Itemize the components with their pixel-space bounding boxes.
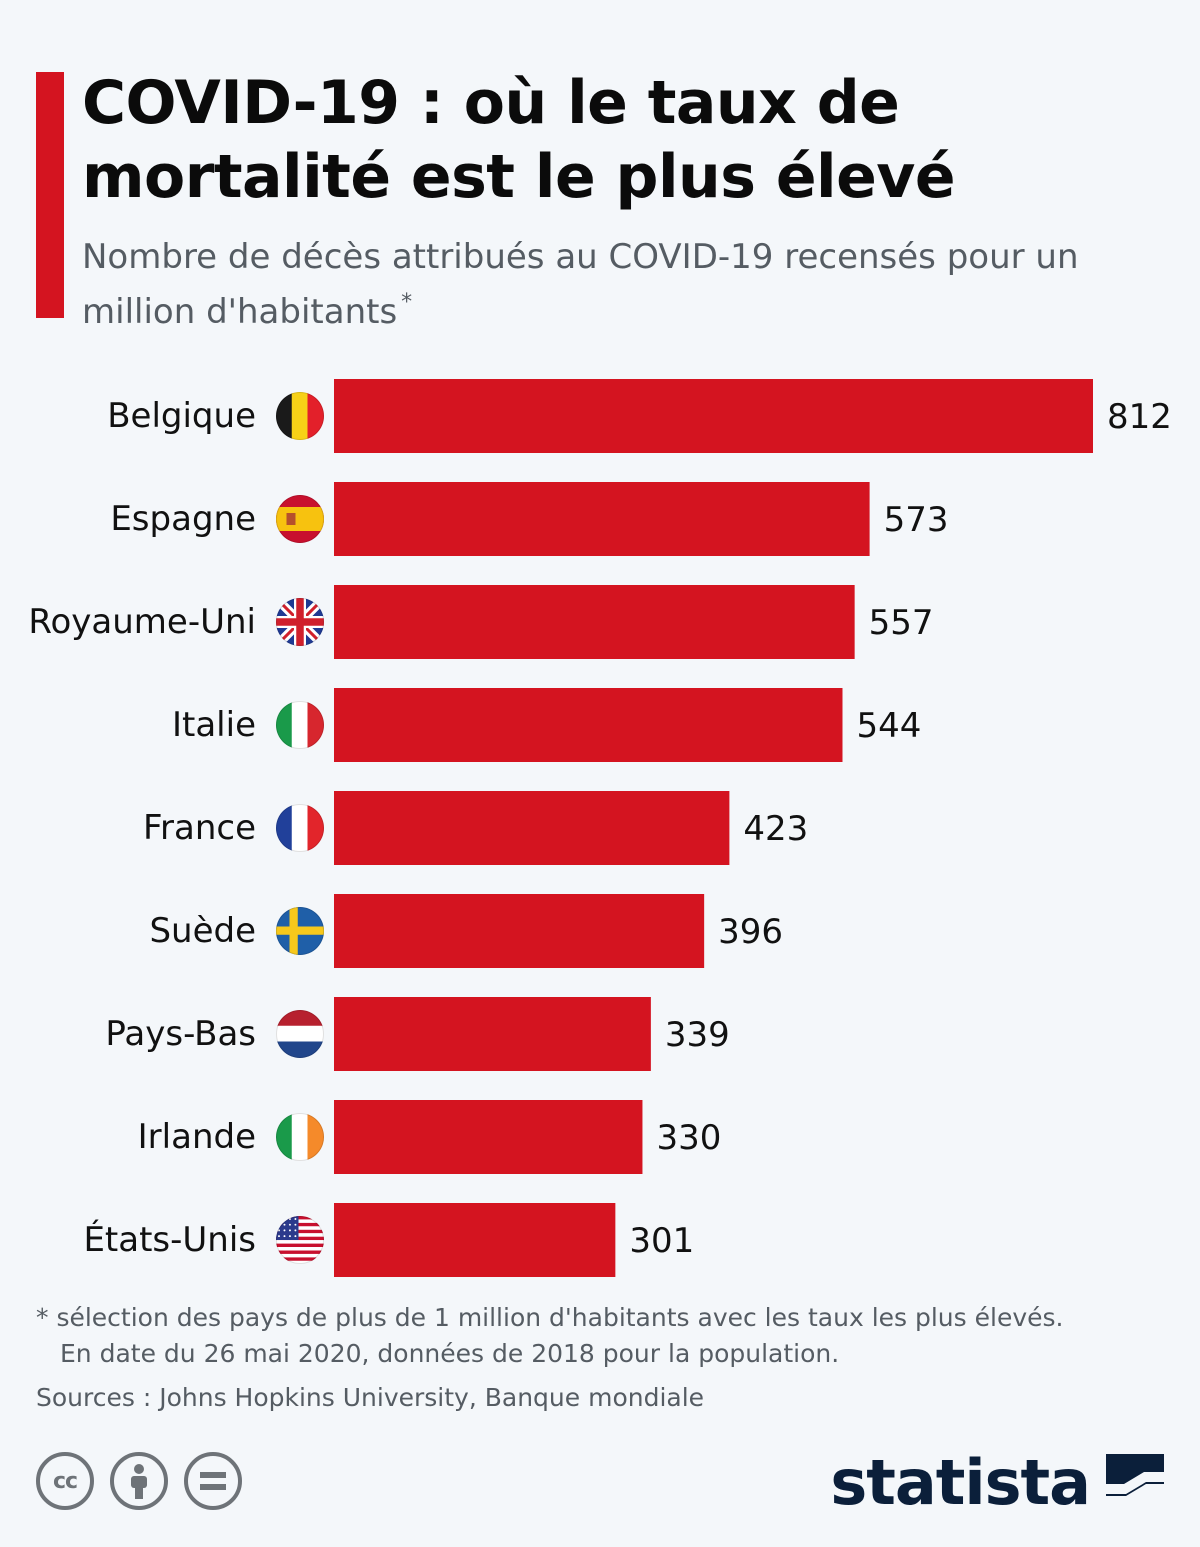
value-label: 396 [718,912,783,952]
value-label: 544 [856,706,921,746]
subtitle-text: Nombre de décès attribués au COVID-19 re… [82,237,1079,332]
value-label: 330 [656,1118,721,1158]
spain-flag-icon [276,495,324,543]
bar [334,997,651,1071]
france-flag-icon [276,804,324,852]
flag-outline [276,392,324,440]
category-label: Pays-Bas [105,1014,256,1054]
netherlands-flag-icon [276,1010,324,1058]
ireland-flag-icon [276,1113,324,1161]
source-text: Sources : Johns Hopkins University, Banq… [36,1383,705,1412]
bar [334,1100,643,1174]
sweden-flag-icon [276,907,324,955]
value-label: 301 [629,1221,694,1261]
footnote-line-1: * sélection des pays de plus de 1 millio… [36,1303,1064,1332]
license-icons: cc [36,1452,242,1510]
flag-outline [276,598,324,646]
flag-outline [276,1113,324,1161]
no-derivatives-icon[interactable] [184,1452,242,1510]
subtitle-footnote-marker: * [401,290,413,315]
cc-label: cc [52,1468,78,1494]
bar [334,379,1093,453]
flag-outline [276,1216,324,1264]
bar [334,585,855,659]
flag-outline [276,701,324,749]
bar-chart: Belgique 812 Espagne 573 Royaume-Uni 557 Itali… [28,379,1172,1277]
category-label: France [143,808,256,848]
value-label: 423 [743,809,808,849]
cc-icon[interactable]: cc [36,1452,94,1510]
statista-mark-icon [1106,1453,1164,1512]
category-label: Royaume-Uni [28,602,256,642]
category-label: Suède [149,911,256,951]
category-label: Irlande [138,1117,256,1157]
bar [334,1203,616,1277]
flag-outline [276,804,324,852]
page-title: COVID-19 : où le taux de mortalité est l… [82,68,956,212]
brand-wordmark: statista [830,1446,1091,1519]
bar [334,482,870,556]
flag-outline [276,907,324,955]
category-label: États-Unis [83,1219,256,1260]
bar [334,894,705,968]
page-subtitle: Nombre de décès attribués au COVID-19 re… [82,234,1162,335]
category-label: Espagne [110,499,256,539]
bar [334,688,843,762]
footnote-line-2: En date du 26 mai 2020, données de 2018 … [60,1339,840,1368]
footnote: * sélection des pays de plus de 1 millio… [36,1300,1176,1372]
belgium-flag-icon [276,392,324,440]
value-label: 812 [1107,397,1172,437]
italy-flag-icon [276,701,324,749]
bar [334,791,730,865]
category-label: Italie [172,705,256,745]
attribution-icon[interactable] [110,1452,168,1510]
title-accent-bar [36,72,64,318]
value-label: 339 [665,1015,730,1055]
statista-logo[interactable]: statista [830,1446,1164,1519]
category-label: Belgique [107,396,256,436]
flag-outline [276,1010,324,1058]
value-label: 557 [869,603,934,643]
flag-outline [276,495,324,543]
value-label: 573 [884,500,949,540]
